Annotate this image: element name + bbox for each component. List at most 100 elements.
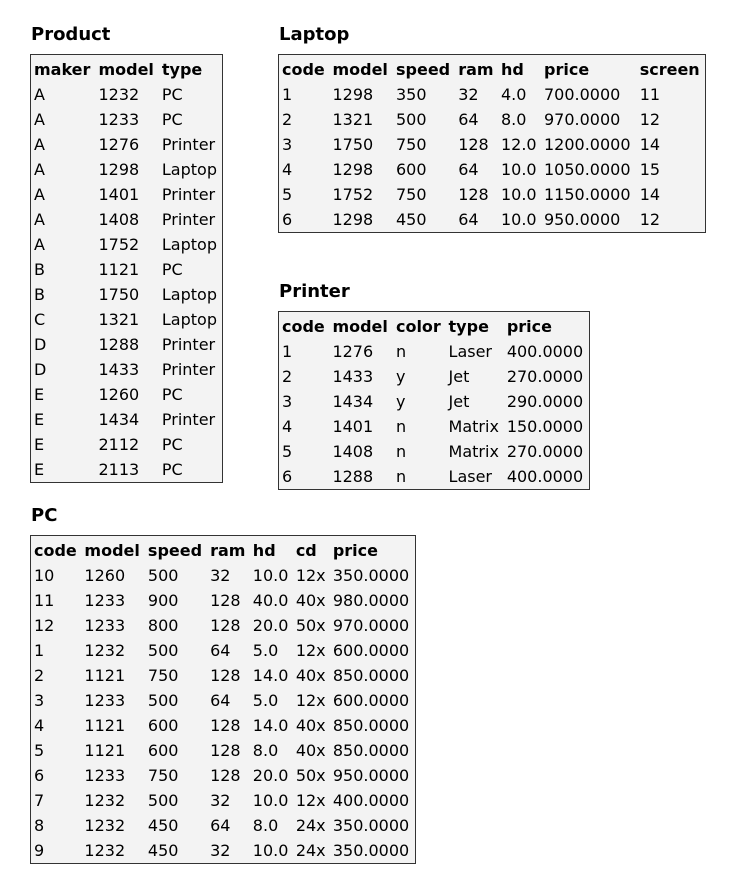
product-cell-type: Printer (161, 360, 216, 379)
product-cell-type: Printer (161, 135, 216, 154)
laptop-table: code model speed ram hd price screen 1 1298 350 32… (278, 54, 706, 233)
printer-cell-code: 6 (282, 467, 293, 486)
product-table-row: B 1121 PC (31, 257, 223, 282)
pc-cell-price: 970.0000 (332, 616, 410, 635)
printer-cell-model: 1434 (332, 392, 374, 411)
pc-table: code model speed ram hd cd price 10 1260 500 32 10.… (30, 535, 416, 864)
product-cell-model: 2112 (98, 435, 140, 454)
laptop-cell-speed: 750 (396, 185, 427, 204)
pc-cell-cd: 50x (295, 616, 326, 635)
printer-column-header: code (282, 317, 325, 336)
laptop-cell-ram: 64 (458, 160, 479, 179)
product-table-row: A 1232 PC (31, 82, 223, 107)
pc-table-row: 1 1232 500 64 5.0 12x 600.0000 (31, 638, 416, 663)
product-cell-maker: E (34, 435, 45, 454)
printer-cell-model: 1433 (332, 367, 374, 386)
pc-table-row: 9 1232 450 32 10.0 24x 350.0000 (31, 838, 416, 864)
pc-cell-hd: 14.0 (252, 716, 289, 735)
pc-cell-cd: 40x (295, 716, 326, 735)
printer-title: Printer (279, 281, 350, 302)
pc-cell-hd: 5.0 (252, 641, 279, 660)
product-table-row: E 1260 PC (31, 382, 223, 407)
printer-cell-type: Matrix (448, 442, 499, 461)
printer-cell-price: 400.0000 (506, 342, 584, 361)
pc-cell-speed: 500 (147, 566, 179, 585)
product-cell-model: 1276 (98, 135, 140, 154)
product-table-row: A 1401 Printer (31, 182, 223, 207)
product-column-header: model (98, 60, 154, 79)
pc-cell-code: 3 (34, 691, 45, 710)
pc-table-row: 12 1233 800 128 20.0 50x 970.0000 (31, 613, 416, 638)
pc-cell-model: 1233 (84, 591, 126, 610)
product-table-row: C 1321 Laptop (31, 307, 223, 332)
laptop-cell-model: 1750 (332, 135, 374, 154)
product-cell-model: 1232 (98, 85, 140, 104)
laptop-cell-price: 1050.0000 (544, 160, 631, 179)
laptop-cell-ram: 64 (458, 110, 479, 129)
pc-cell-model: 1232 (84, 841, 126, 860)
pc-cell-model: 1121 (84, 741, 126, 760)
pc-cell-hd: 10.0 (252, 791, 289, 810)
printer-cell-model: 1408 (332, 442, 374, 461)
laptop-cell-ram: 128 (458, 185, 489, 204)
product-cell-model: 1401 (98, 185, 140, 204)
pc-table-row: 7 1232 500 32 10.0 12x 400.0000 (31, 788, 416, 813)
printer-cell-price: 400.0000 (506, 467, 584, 486)
pc-cell-model: 1121 (84, 716, 126, 735)
product-table-row: A 1233 PC (31, 107, 223, 132)
pc-cell-price: 350.0000 (332, 816, 410, 835)
laptop-cell-hd: 10.0 (500, 160, 537, 179)
pc-cell-hd: 10.0 (252, 841, 289, 860)
pc-cell-cd: 24x (295, 841, 326, 860)
product-cell-model: 1233 (98, 110, 140, 129)
laptop-table-row: 2 1321 500 64 8.0 970.0000 12 (279, 107, 706, 132)
laptop-cell-price: 700.0000 (544, 85, 621, 104)
laptop-cell-screen: 14 (639, 185, 661, 204)
laptop-column-header: hd (500, 60, 524, 79)
product-section: Product maker model type A 1232 PC A 1233 PC A 127… (30, 24, 223, 483)
pc-cell-speed: 450 (147, 816, 179, 835)
pc-cell-code: 7 (34, 791, 45, 810)
product-cell-type: Printer (161, 210, 216, 229)
product-cell-type: PC (161, 110, 183, 129)
pc-cell-speed: 750 (147, 766, 179, 785)
laptop-cell-code: 5 (282, 185, 293, 204)
printer-table-row: 4 1401 n Matrix 150.0000 (279, 414, 590, 439)
printer-table-row: 6 1288 n Laser 400.0000 (279, 464, 590, 490)
printer-cell-color: y (395, 392, 406, 411)
product-cell-model: 1260 (98, 385, 140, 404)
pc-cell-ram: 128 (210, 616, 241, 635)
laptop-cell-speed: 600 (396, 160, 427, 179)
printer-table: code model color type price 1 1276 n Laser 400.00… (278, 311, 590, 490)
printer-cell-code: 2 (282, 367, 293, 386)
product-cell-type: Printer (161, 335, 216, 354)
pc-column-header: model (84, 541, 140, 560)
product-cell-model: 1752 (98, 235, 140, 254)
pc-cell-cd: 12x (295, 566, 326, 585)
pc-cell-ram: 128 (210, 591, 241, 610)
pc-cell-speed: 600 (147, 741, 179, 760)
printer-cell-color: n (395, 417, 407, 436)
printer-table-row: 2 1433 y Jet 270.0000 (279, 364, 590, 389)
product-cell-maker: E (34, 460, 45, 479)
product-table-row: D 1433 Printer (31, 357, 223, 382)
printer-cell-color: y (395, 367, 406, 386)
laptop-cell-hd: 10.0 (500, 185, 537, 204)
laptop-cell-model: 1298 (332, 160, 374, 179)
pc-cell-cd: 24x (295, 816, 326, 835)
product-cell-maker: A (34, 85, 45, 104)
pc-cell-model: 1233 (84, 616, 126, 635)
pc-cell-model: 1232 (84, 641, 126, 660)
product-cell-type: PC (161, 435, 183, 454)
printer-cell-color: n (395, 342, 407, 361)
product-cell-model: 1750 (98, 285, 140, 304)
pc-cell-hd: 10.0 (252, 566, 289, 585)
pc-column-header: hd (252, 541, 276, 560)
laptop-cell-code: 2 (282, 110, 293, 129)
pc-cell-model: 1121 (84, 666, 126, 685)
printer-cell-code: 3 (282, 392, 293, 411)
pc-table-row: 5 1121 600 128 8.0 40x 850.0000 (31, 738, 416, 763)
product-cell-model: 1408 (98, 210, 140, 229)
laptop-column-header: code (282, 60, 325, 79)
pc-cell-code: 5 (34, 741, 45, 760)
